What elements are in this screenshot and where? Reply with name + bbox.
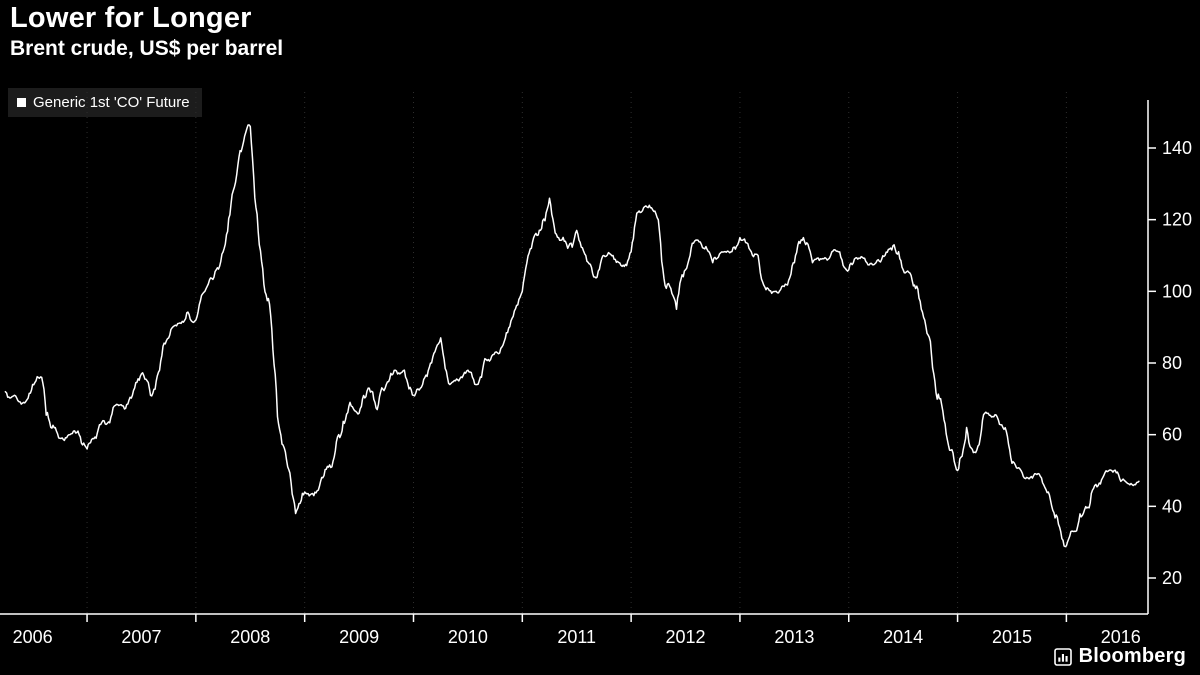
- legend: Generic 1st 'CO' Future: [8, 88, 202, 117]
- x-axis-label: 2010: [448, 627, 488, 647]
- chart-subtitle: Brent crude, US$ per barrel: [10, 37, 284, 60]
- y-axis-label: 100: [1162, 281, 1192, 301]
- y-axis-label: 120: [1162, 210, 1192, 230]
- y-axis-label: 40: [1162, 496, 1182, 516]
- y-axis-label: 80: [1162, 353, 1182, 373]
- bloomberg-logo-text: Bloomberg: [1078, 645, 1186, 667]
- chart-header: Lower for Longer Brent crude, US$ per ba…: [10, 2, 283, 61]
- x-axis-label: 2014: [883, 627, 923, 647]
- y-axis-label: 60: [1162, 425, 1182, 445]
- x-axis-label: 2007: [121, 627, 161, 647]
- chart-title: Lower for Longer: [10, 2, 252, 34]
- x-axis-label: 2011: [557, 627, 596, 647]
- legend-label: Generic 1st 'CO' Future: [33, 94, 190, 111]
- x-axis-label: 2016: [1101, 627, 1141, 647]
- y-axis-label: 140: [1162, 138, 1192, 158]
- bloomberg-chart-icon: [1053, 647, 1072, 666]
- x-axis-label: 2015: [992, 627, 1032, 647]
- x-axis-label: 2008: [230, 627, 270, 647]
- x-axis-label: 2009: [339, 627, 379, 647]
- x-axis-label: 2013: [774, 627, 814, 647]
- price-line: [4, 124, 1140, 548]
- y-axis-label: 20: [1162, 568, 1182, 588]
- x-axis-label: 2006: [13, 627, 53, 647]
- x-axis-label: 2012: [666, 627, 706, 647]
- legend-swatch-icon: [17, 98, 26, 107]
- bloomberg-branding: Bloomberg: [1053, 645, 1186, 668]
